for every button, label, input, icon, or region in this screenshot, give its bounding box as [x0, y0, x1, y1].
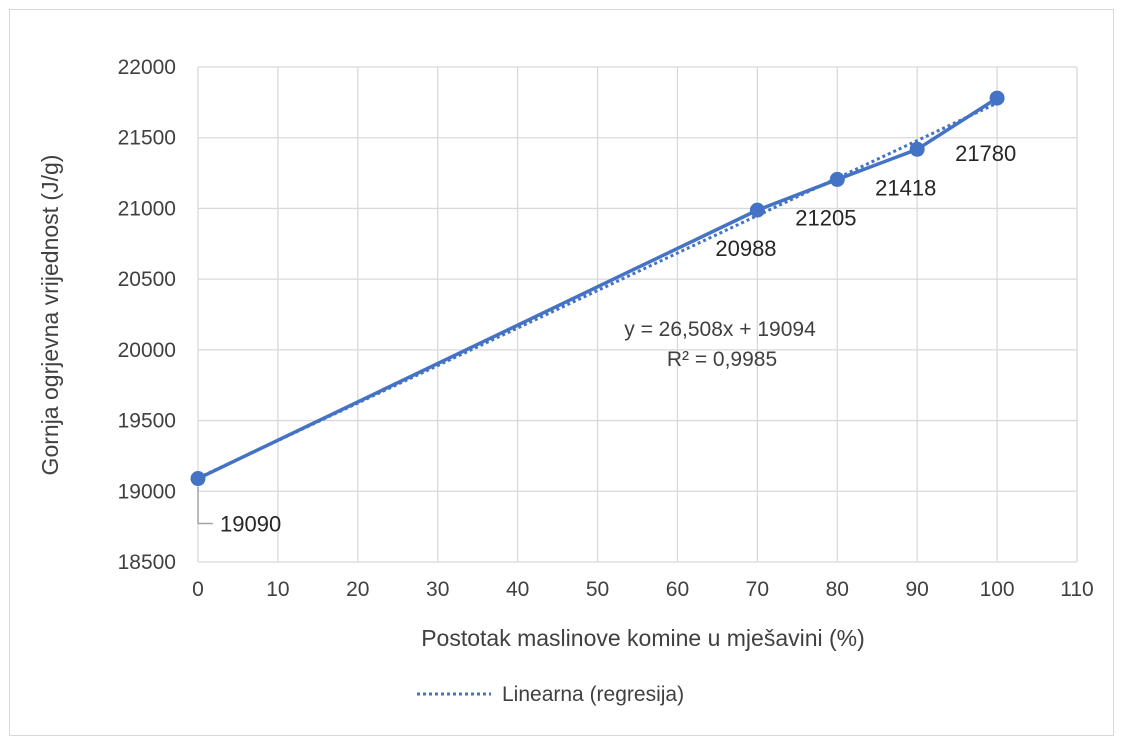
series-layer [190, 90, 1005, 487]
data-label: 21418 [875, 175, 936, 200]
data-label: 19090 [220, 512, 281, 537]
x-tick-label: 50 [586, 578, 609, 601]
data-label: 21780 [955, 141, 1016, 166]
x-tick-label: 80 [826, 578, 849, 601]
y-tick-label: 21000 [118, 197, 176, 220]
data-label-layer: 19090 20988 21205 21418 21780 [197, 141, 1016, 537]
data-label: 20988 [715, 236, 776, 261]
data-point [829, 171, 845, 187]
x-axis-title: Postotak maslinove komine u mješavini (%… [421, 625, 865, 651]
legend: Linearna (regresija) [417, 683, 684, 706]
x-tick-label: 30 [426, 578, 449, 601]
data-point [989, 90, 1005, 106]
y-tick-label: 19500 [118, 410, 176, 433]
x-tick-label: 40 [506, 578, 529, 601]
trendline-r-squared: R² = 0,9985 [667, 348, 777, 371]
data-point [190, 471, 206, 487]
y-tick-label: 18500 [118, 551, 176, 574]
y-tick-label: 20500 [118, 268, 176, 291]
legend-label-trendline: Linearna (regresija) [502, 683, 684, 706]
x-tick-label: 90 [906, 578, 929, 601]
data-point [909, 141, 925, 157]
x-tick-label: 0 [192, 578, 204, 601]
y-tick-label: 21500 [118, 127, 176, 150]
trendline-equation: y = 26,508x + 19094 [624, 318, 816, 341]
data-point [749, 202, 765, 218]
x-tick-labels: 0 10 20 30 40 50 60 70 80 90 100 110 [192, 578, 1094, 601]
y-tick-label: 19000 [118, 480, 176, 503]
x-tick-label: 70 [746, 578, 769, 601]
data-label-leader-line [197, 486, 213, 525]
chart-frame [9, 9, 1114, 736]
y-tick-label: 22000 [118, 56, 176, 79]
x-tick-label: 60 [666, 578, 689, 601]
x-tick-label: 20 [346, 578, 369, 601]
x-tick-label: 100 [980, 578, 1015, 601]
y-tick-label: 20000 [118, 339, 176, 362]
data-label: 21205 [795, 205, 856, 230]
grid-layer [197, 66, 1078, 563]
x-tick-label: 10 [266, 578, 289, 601]
y-tick-labels: 18500 19000 19500 20000 20500 21000 21500 22000 [118, 56, 176, 574]
x-tick-label: 110 [1060, 578, 1093, 601]
y-axis-title: Gornja ogrjevna vrijednost (J/g) [37, 155, 63, 476]
